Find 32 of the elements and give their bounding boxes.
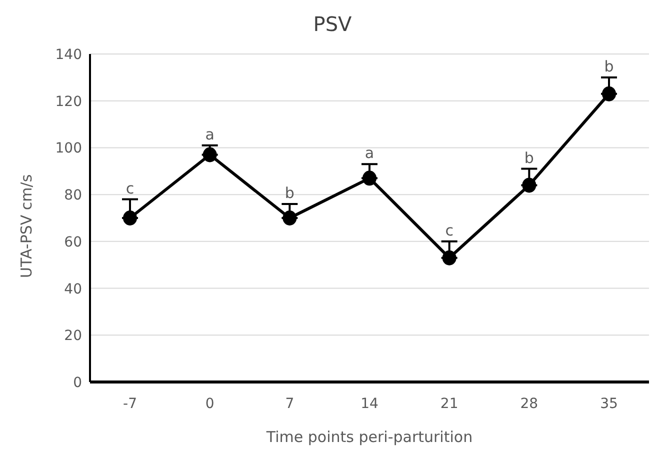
x-tick-label: 35 [600, 396, 618, 412]
point [602, 86, 616, 102]
point [362, 170, 376, 186]
y-tick-label: 60 [64, 234, 82, 250]
annotation: b [284, 184, 294, 202]
y-tick-label: 140 [55, 46, 82, 63]
point [123, 210, 137, 226]
point [202, 147, 217, 162]
y-tick-label: 40 [64, 281, 82, 298]
y-axis-title: UTA-PSV cm/s [17, 174, 36, 278]
y-tick-label: 20 [64, 328, 82, 344]
x-tick-label: 28 [520, 396, 538, 412]
annotation: a [205, 125, 214, 144]
y-tick-label: 80 [64, 188, 82, 204]
point [282, 210, 297, 226]
x-tick-label: 14 [360, 396, 378, 412]
x-tick-label: 7 [285, 396, 294, 412]
chart-title: PSV [312, 12, 353, 38]
y-tick-label: 100 [55, 140, 82, 157]
x-axis-title: Time points peri-parturition [265, 428, 473, 446]
y-tick-label: 120 [55, 94, 82, 110]
point [522, 178, 536, 193]
annotation: b [604, 57, 614, 76]
x-tick-label: 0 [205, 396, 214, 412]
x-tick-label: 21 [440, 396, 458, 412]
annotation: c [445, 221, 454, 240]
annotation: a [364, 144, 374, 162]
annotation: c [126, 179, 134, 198]
point [442, 250, 456, 266]
x-tick-label: -7 [123, 396, 137, 412]
annotation: b [524, 148, 534, 167]
y-tick-label: 0 [73, 374, 82, 391]
